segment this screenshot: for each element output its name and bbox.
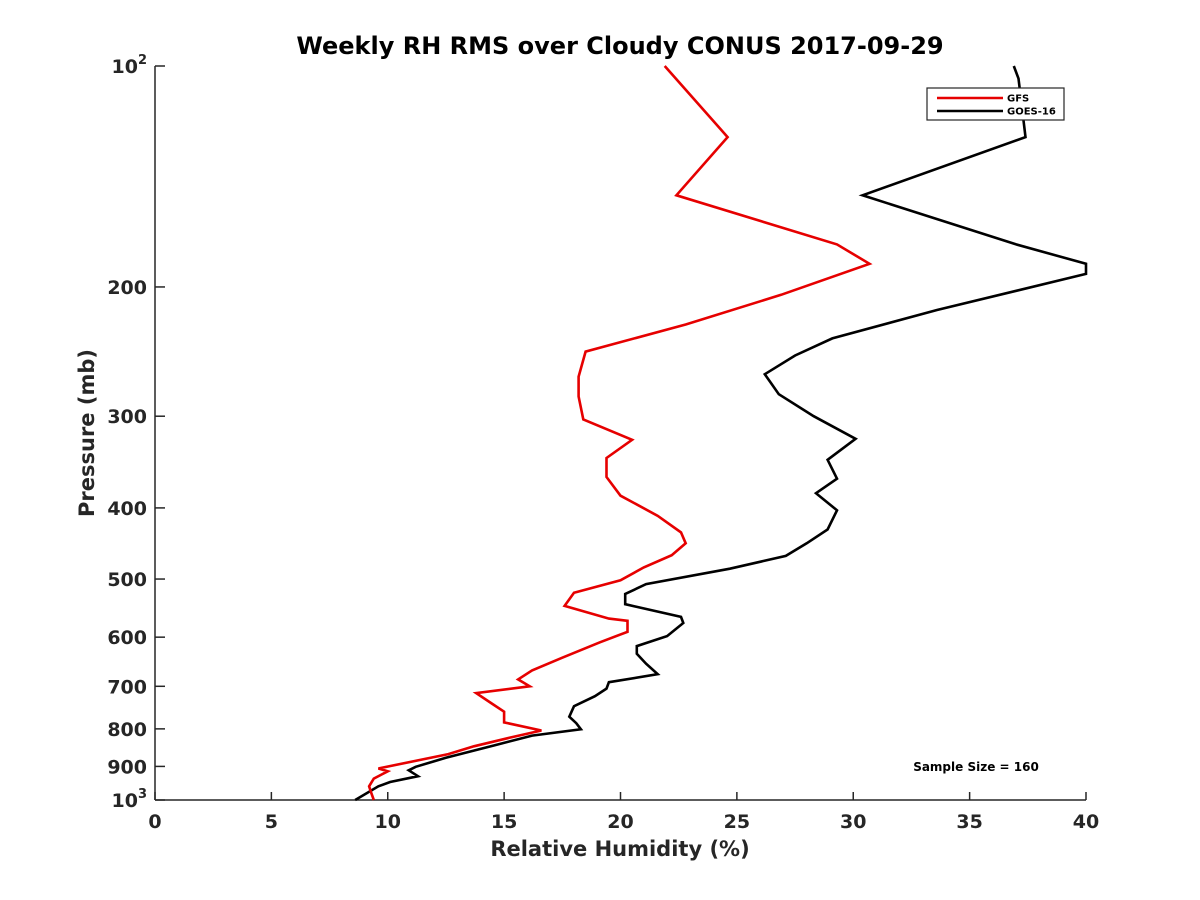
x-tick-label: 35 [956, 811, 982, 833]
y-tick-label: 102 [112, 53, 148, 78]
legend-box [926, 87, 1065, 121]
x-tick-label: 10 [375, 811, 401, 833]
y-tick-label: 800 [107, 719, 147, 741]
x-tick-label: 5 [265, 811, 278, 833]
sample-size-annotation: Sample Size = 160 [913, 760, 1039, 774]
y-tick-label: 700 [107, 676, 147, 698]
x-tick-label: 25 [724, 811, 750, 833]
y-tick-label: 400 [107, 498, 147, 520]
x-tick-label: 0 [148, 811, 161, 833]
series-line-goes16 [354, 65, 1088, 802]
legend-label-goes16: GOES-16 [1007, 107, 1056, 118]
x-axis-label: Relative Humidity (%) [490, 837, 749, 861]
legend: GFS GOES-16 [926, 87, 1065, 121]
x-tick-label: 15 [491, 811, 517, 833]
y-tick-label: 200 [107, 277, 147, 299]
y-ticks: 102 200 300 400 500 600 700 800 900 103 [107, 53, 165, 812]
y-tick-label: 103 [112, 787, 148, 812]
series-line-gfs [367, 65, 873, 801]
y-axis-label: Pressure (mb) [75, 349, 99, 517]
x-tick-label: 40 [1073, 811, 1099, 833]
y-tick-label: 900 [107, 756, 147, 778]
x-tick-label: 30 [840, 811, 866, 833]
x-ticks: 0 5 10 15 20 25 30 35 40 [148, 792, 1099, 833]
chart-title: Weekly RH RMS over Cloudy CONUS 2017-09-… [296, 32, 943, 60]
x-tick-label: 20 [607, 811, 633, 833]
series-layer [354, 65, 1088, 802]
y-tick-label: 500 [107, 569, 147, 591]
legend-label-gfs: GFS [1007, 94, 1029, 105]
y-tick-label: 600 [107, 627, 147, 649]
y-tick-label: 300 [107, 406, 147, 428]
